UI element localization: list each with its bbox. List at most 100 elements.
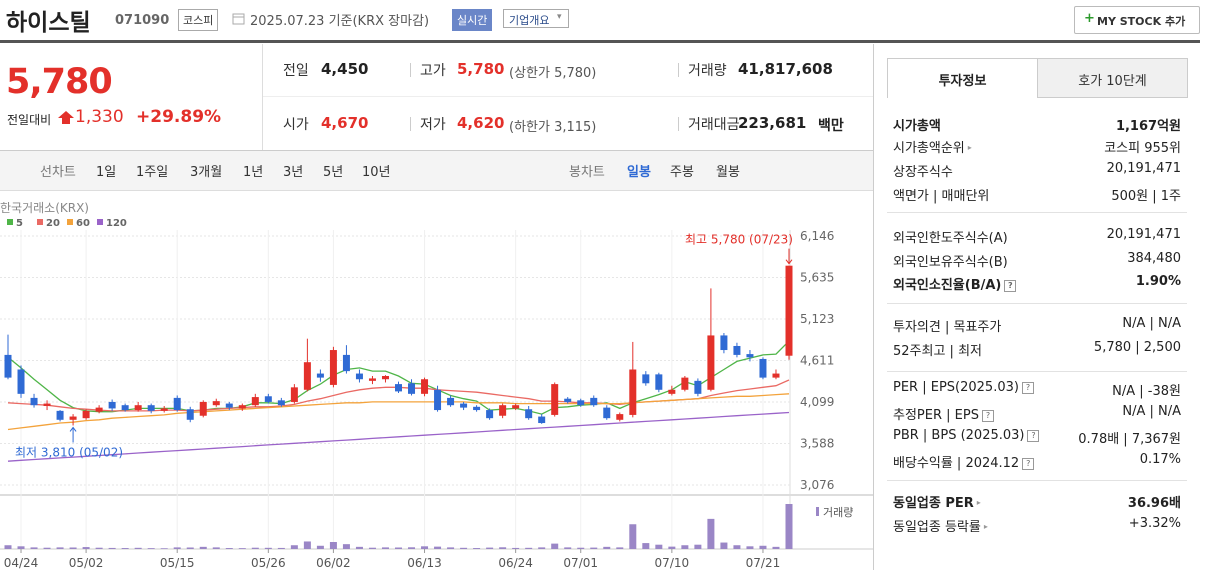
info-value: 36.96배 (1127, 496, 1181, 511)
info-value: N/A | -38원 (1112, 384, 1181, 399)
info-label: 동일업종 PER (893, 496, 974, 511)
info-label: 액면가 | 매매단위 (893, 189, 990, 204)
info-label: 시가총액순위 (893, 141, 965, 156)
volume-bar (355, 546, 363, 549)
overview-button[interactable]: 기업개요 ▾ (503, 9, 569, 28)
info-label: 투자의견 | 목표주가 (893, 320, 1002, 335)
info-value: 0.78배 | 7,367원 (1078, 432, 1181, 447)
label: 전일 (283, 63, 309, 79)
volume-bar (395, 547, 402, 549)
volume-bar (121, 548, 129, 549)
info-value: N/A | N/A (1122, 316, 1181, 331)
candle-body (434, 389, 442, 411)
period-tab[interactable]: 3년 (283, 165, 304, 180)
volume-bar (342, 544, 350, 549)
y-tick-label: 6,146 (800, 229, 834, 243)
info-row: 52주최고 | 최저 5,780 | 2,500 (893, 340, 1181, 360)
volume-bar (486, 547, 494, 549)
value: 4,450 (321, 60, 369, 78)
info-value: 384,480 (1127, 251, 1181, 266)
volume-bar (681, 545, 689, 549)
candle-body (303, 362, 311, 390)
candle-body (694, 380, 702, 394)
candle-body (460, 403, 468, 408)
period-tab[interactable]: 1주일 (136, 165, 169, 180)
info-label: 배당수익률 | 2024.12 (893, 456, 1020, 471)
calendar-icon (232, 13, 245, 25)
period-tab[interactable]: 3개월 (190, 165, 223, 180)
x-tick-label: 05/02 (69, 556, 104, 570)
high-annotation: 최고 5,780 (07/23) (685, 233, 793, 247)
candle-body (512, 405, 520, 409)
volume-bar (772, 546, 780, 549)
candle-label: 봉차트 (569, 165, 605, 180)
candle-body (759, 358, 767, 378)
y-tick-label: 3,076 (800, 478, 834, 492)
candle-body (30, 397, 38, 406)
my-stock-text: MY STOCK 추가 (1097, 15, 1186, 28)
realtime-badge[interactable]: 실시간 (452, 9, 493, 31)
candle-tab[interactable]: 주봉 (670, 165, 694, 180)
divider (887, 480, 1187, 481)
volume-bar (668, 546, 676, 549)
x-tick-label: 07/10 (655, 556, 690, 570)
period-tab[interactable]: 5년 (323, 165, 344, 180)
volume-bar (421, 546, 429, 549)
info-value: 1.90% (1135, 274, 1181, 289)
volume-bar (108, 547, 116, 549)
high-arrow (785, 248, 793, 265)
overview-text: 기업개요 (509, 14, 550, 27)
candle-body (421, 379, 429, 394)
volume-bar (82, 547, 90, 549)
value: 223,681 (738, 114, 807, 132)
info-label: 52주최고 | 최저 (893, 344, 982, 359)
volume-bar (173, 547, 181, 549)
volume-bar (746, 546, 754, 549)
info-row: 투자의견 | 목표주가 N/A | N/A (893, 316, 1181, 336)
tab-text: 투자정보 (938, 74, 987, 89)
volume-bar (655, 544, 663, 549)
candle-tab[interactable]: 일봉 (627, 165, 651, 180)
volume-bar (303, 541, 311, 549)
tab[interactable]: 호가 10단계 (1037, 58, 1188, 98)
candle-tab[interactable]: 월봉 (716, 165, 740, 180)
volume-bar (447, 547, 455, 549)
tab-active[interactable]: 투자정보 (887, 58, 1038, 98)
x-tick-label: 07/01 (563, 556, 598, 570)
x-tick-label: 06/24 (498, 556, 533, 570)
info-label: 상장주식수 (893, 165, 953, 180)
candle-body (590, 397, 598, 406)
info-row: 동일업종 등락률 ▸ +3.32% (893, 516, 1181, 535)
volume-bar (95, 547, 103, 549)
unit: 백만 (818, 118, 844, 134)
price: 5,780 (6, 62, 113, 102)
candle-body (681, 377, 689, 390)
y-tick-label: 3,588 (800, 436, 834, 450)
volume-bar (56, 547, 64, 549)
period-tab[interactable]: 1년 (243, 165, 264, 180)
candle-body (290, 387, 298, 402)
period-tab[interactable]: 1일 (96, 165, 117, 180)
header-rule (0, 40, 1200, 43)
candle-body (564, 398, 572, 402)
period-tab[interactable]: 10년 (362, 165, 391, 180)
candle-body (381, 375, 389, 380)
x-tick-label: 06/02 (316, 556, 351, 570)
legend-label: 5 (16, 218, 23, 229)
divider (263, 96, 873, 97)
my-stock-button[interactable]: + MY STOCK 추가 (1074, 6, 1200, 34)
divider (887, 212, 1187, 213)
info-row: 시가총액순위 ▸ 코스피 955위 (893, 137, 1181, 157)
ma-line (7, 393, 790, 431)
candle-body (160, 408, 168, 411)
candle-body (538, 416, 546, 424)
legend-label: 120 (106, 218, 127, 229)
legend-label: 60 (76, 218, 90, 229)
info-row: 동일업종 PER ▸ 36.96배 (893, 492, 1181, 512)
label: 저가 (420, 117, 446, 133)
info-row: PER | EPS(2025.03)? N/A | -38원 (893, 380, 1181, 399)
y-tick-label: 5,635 (800, 270, 834, 284)
candle-body (707, 335, 715, 390)
divider (262, 44, 263, 150)
candle-body (4, 354, 12, 378)
